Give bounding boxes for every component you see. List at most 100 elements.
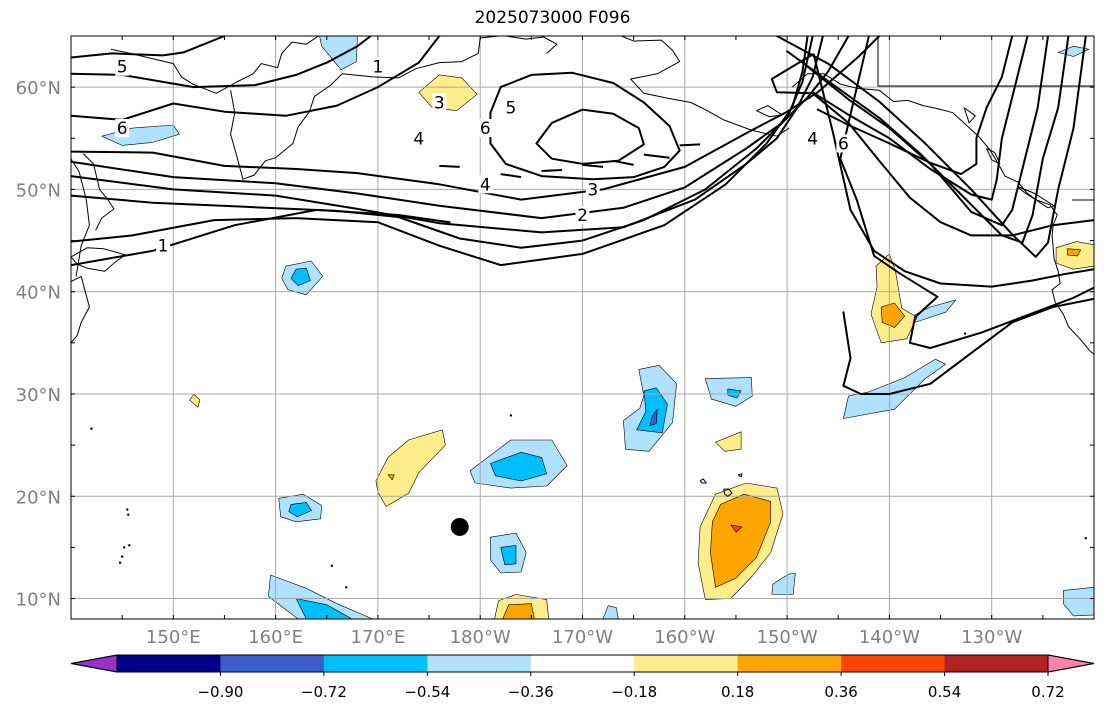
coastline	[110, 36, 319, 94]
coastline	[699, 478, 707, 484]
contour-label-bg	[478, 119, 493, 138]
island-dot	[330, 564, 334, 568]
contour-line	[489, 71, 681, 181]
shaded-region	[288, 502, 312, 518]
shaded-region	[502, 603, 535, 619]
coastline	[621, 36, 790, 137]
island-chain	[679, 143, 701, 147]
shaded-region	[843, 358, 947, 419]
shaded-region	[290, 267, 311, 286]
lat-label: 30°N	[16, 385, 61, 406]
colorbar-segment	[634, 655, 739, 672]
coastline	[737, 473, 743, 478]
contour-label-bg	[411, 129, 426, 148]
colorbar-segment	[737, 655, 842, 672]
island-dot	[128, 544, 131, 547]
lon-label: 170°E	[351, 627, 406, 648]
contour-lines	[71, 36, 1094, 395]
contour-label: 5	[117, 58, 128, 78]
contour-line	[71, 36, 881, 201]
colorbar-tick-label: 0.54	[928, 683, 961, 701]
contour-line	[71, 36, 850, 220]
island-dot	[118, 561, 122, 564]
contour-line	[71, 36, 372, 89]
coastline	[71, 275, 90, 344]
contour-label-bg	[585, 180, 600, 199]
lon-label: 160°E	[248, 627, 303, 648]
contour-label: 4	[807, 129, 818, 149]
colorbar-segment	[944, 655, 1049, 672]
lon-label: 150°W	[757, 627, 818, 648]
coastline	[756, 105, 783, 118]
contour-line	[71, 36, 441, 121]
contour-label-bg	[370, 57, 385, 76]
contour-label-bg	[805, 129, 820, 148]
colorbar-segment	[220, 655, 325, 672]
contour-line	[811, 36, 1029, 201]
shaded-region	[730, 524, 743, 533]
shaded-region	[710, 493, 772, 588]
shaded-region	[101, 124, 180, 146]
contour-line	[71, 36, 814, 249]
contour-line	[770, 53, 1094, 237]
contour-label-bg	[432, 93, 447, 112]
shaded-region	[1067, 248, 1081, 257]
shaded-region	[771, 572, 796, 595]
contour-label: 6	[117, 119, 128, 139]
shaded-region	[500, 545, 517, 566]
coastline	[723, 488, 733, 497]
colorbar-outline	[70, 654, 1095, 673]
contour-label: 4	[413, 129, 424, 149]
colorbar-tick-label: −0.18	[611, 683, 657, 701]
lon-label: 130°W	[961, 627, 1022, 648]
contour-line	[71, 36, 824, 234]
contour-label: 2	[577, 206, 588, 226]
island-dot	[127, 513, 130, 516]
shaded-region	[715, 431, 742, 452]
shaded-region	[375, 429, 446, 507]
coastline	[963, 107, 976, 124]
lat-label: 10°N	[16, 590, 61, 611]
coastline	[791, 73, 1094, 355]
shaded-region	[319, 36, 358, 71]
colorbar-tick-label: −0.90	[197, 683, 243, 701]
contour-label: 1	[372, 58, 383, 78]
shaded-region	[636, 387, 668, 434]
island-dot	[1084, 536, 1088, 540]
contour-line	[812, 53, 1094, 288]
colorbar-extend-low	[70, 654, 118, 673]
contour-label: 4	[480, 175, 491, 195]
coastline	[505, 36, 558, 54]
contour-label-bg	[575, 205, 590, 224]
lon-label: 160°W	[654, 627, 715, 648]
island-dot	[509, 414, 513, 417]
colorbar-tick-label: 0.36	[824, 683, 857, 701]
colorbar-extend-high	[1047, 654, 1095, 673]
contour-line	[816, 36, 1014, 176]
axis-ticks	[70, 35, 1095, 619]
contour-label: 6	[480, 119, 491, 139]
island-dot	[344, 586, 348, 589]
colorbar-tick-label: 0.18	[721, 683, 754, 701]
storm-marker-layer	[450, 517, 469, 536]
shaded-region	[295, 598, 353, 619]
colorbar-tick-label: 0.72	[1031, 683, 1064, 701]
contour-label-bg	[115, 57, 130, 76]
colorbar-segment	[117, 655, 221, 672]
island-chain	[439, 164, 460, 168]
contour-line	[842, 297, 1094, 395]
colorbar-tick-label: −0.54	[404, 683, 450, 701]
contour-label-bg	[115, 119, 130, 138]
island-dot	[122, 546, 126, 549]
shaded-region	[387, 474, 395, 481]
island-chain	[582, 163, 604, 168]
lon-label: 170°W	[552, 627, 613, 648]
contour-line	[71, 36, 226, 59]
shading-layer	[101, 36, 1094, 619]
contour-label-bg	[478, 175, 493, 194]
contour-label-bg	[836, 134, 851, 153]
island-dot	[90, 427, 93, 430]
colorbar-tick-label: −0.36	[508, 683, 554, 701]
lat-label: 40°N	[16, 283, 61, 304]
